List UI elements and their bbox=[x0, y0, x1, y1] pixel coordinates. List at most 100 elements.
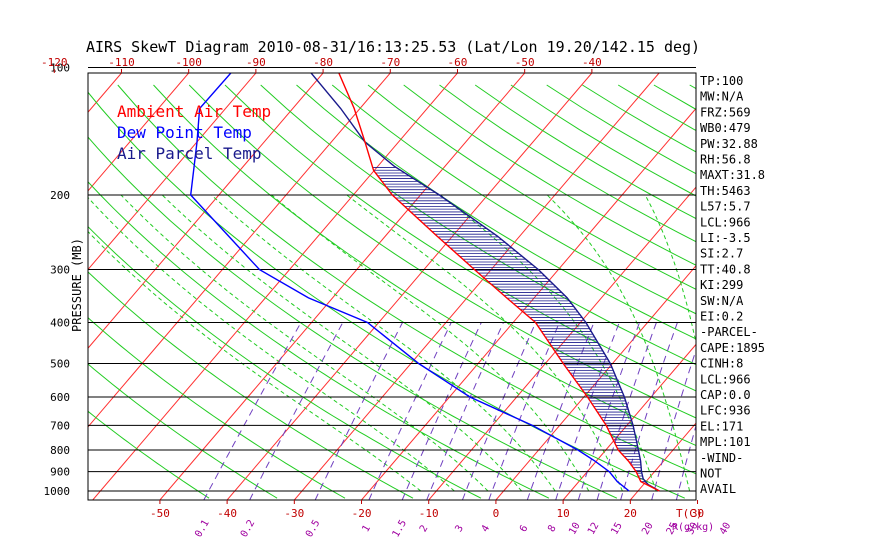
isotherm-line bbox=[0, 73, 54, 500]
bottom-temp-tick-label: 20 bbox=[624, 507, 637, 520]
top-temp-tick-label: -80 bbox=[313, 56, 333, 69]
pressure-tick-label: 500 bbox=[50, 358, 70, 371]
index-line: FRZ:569 bbox=[700, 105, 751, 119]
index-line: TH:5463 bbox=[700, 184, 751, 198]
mixing-ratio-label: 15 bbox=[609, 521, 625, 537]
profile-series bbox=[189, 73, 660, 492]
mixing-ratio-line bbox=[488, 322, 560, 500]
dry-adiabat-line bbox=[331, 84, 696, 315]
pressure-tick-label: 800 bbox=[50, 444, 70, 457]
bottom-temp-tick-label: 10 bbox=[556, 507, 569, 520]
isotherm-line bbox=[428, 186, 696, 500]
isotherm-line bbox=[88, 73, 190, 192]
index-line: CAP:0.0 bbox=[700, 388, 751, 402]
index-line: SI:2.7 bbox=[700, 247, 743, 261]
isotherm-line bbox=[88, 73, 257, 271]
mixing-ratio-line bbox=[526, 322, 595, 500]
moist-adiabat-line bbox=[783, 195, 791, 491]
moist-adiabat-line bbox=[120, 194, 489, 492]
mixing-ratio-label: 6 bbox=[518, 523, 531, 534]
top-temp-tick-label: -70 bbox=[380, 56, 400, 69]
pressure-tick-label: 300 bbox=[50, 264, 70, 277]
isotherm-line bbox=[832, 73, 870, 500]
bottom-temp-tick-label: -40 bbox=[217, 507, 237, 520]
top-temp-tick-label: -60 bbox=[448, 56, 468, 69]
dry-adiabat-line bbox=[88, 181, 550, 499]
isotherm-line bbox=[495, 265, 696, 500]
mixing-ratio-line bbox=[368, 322, 452, 500]
pressure-tick-label: 600 bbox=[50, 391, 70, 404]
top-temp-tick-label: -110 bbox=[108, 56, 135, 69]
mixing-ratio-line bbox=[461, 322, 537, 500]
legend-item: Air Parcel Temp bbox=[117, 144, 262, 163]
dry-adiabat-line bbox=[296, 84, 696, 340]
plot-frame bbox=[87, 72, 697, 501]
bottom-temp-tick-label: 30 bbox=[691, 507, 704, 520]
cape-hatching bbox=[372, 167, 646, 482]
mixing-ratio-unit-label: R(g/kg) bbox=[672, 522, 714, 533]
pressure-tick-label: 100 bbox=[50, 62, 70, 75]
index-line: AVAIL bbox=[700, 482, 736, 496]
index-line: CAPE:1895 bbox=[700, 341, 765, 355]
dry-adiabat-line bbox=[88, 363, 278, 499]
index-line: TT:40.8 bbox=[700, 262, 751, 276]
mixing-ratio-label: 10 bbox=[567, 521, 583, 537]
mixing-ratio-label: 4 bbox=[480, 523, 493, 534]
index-line: LFC:936 bbox=[700, 404, 751, 418]
index-line: KI:299 bbox=[700, 278, 743, 292]
pressure-tick-label: 1000 bbox=[44, 485, 71, 498]
dry-adiabat-line bbox=[403, 84, 696, 266]
top-temp-tick-label: -50 bbox=[515, 56, 535, 69]
dry-adiabat-line bbox=[88, 91, 686, 499]
bottom-temp-tick-label: -10 bbox=[419, 507, 439, 520]
dry-adiabat-line bbox=[88, 136, 618, 499]
mixing-ratio-label: 0.2 bbox=[239, 518, 258, 539]
moist-adiabat-line bbox=[88, 196, 455, 492]
index-line: RH:56.8 bbox=[700, 153, 751, 167]
index-line: WB0:479 bbox=[700, 121, 751, 135]
dry-adiabat-line bbox=[188, 84, 696, 419]
mixing-ratio-label: 40 bbox=[718, 521, 734, 537]
index-line: -WIND- bbox=[700, 451, 743, 465]
index-line: MAXT:31.8 bbox=[700, 168, 765, 182]
index-line: LCL:966 bbox=[700, 215, 751, 229]
bottom-temp-tick-label: -30 bbox=[284, 507, 304, 520]
index-line: L57:5.7 bbox=[700, 200, 751, 214]
mixing-ratio-line bbox=[401, 322, 482, 500]
dry-adiabat-line bbox=[88, 271, 414, 499]
mixing-ratio-label: 20 bbox=[640, 521, 656, 537]
index-line: EI:0.2 bbox=[700, 310, 743, 324]
dry-adiabat-line bbox=[88, 316, 346, 499]
dry-adiabat-line bbox=[474, 84, 696, 220]
air-parcel-temp-line bbox=[310, 73, 660, 492]
mixing-ratio-label: 8 bbox=[546, 523, 559, 534]
y-axis-label: PRESSURE (MB) bbox=[70, 238, 84, 332]
dry-adiabat-line bbox=[88, 410, 210, 499]
index-line: CINH:8 bbox=[700, 357, 743, 371]
mixing-ratio-label: 30 bbox=[685, 521, 701, 537]
legend-item: Ambient Air Temp bbox=[117, 102, 271, 121]
dry-adiabat-line bbox=[510, 84, 696, 197]
dry-adiabat-line bbox=[367, 84, 696, 290]
mixing-ratio-label: 0.1 bbox=[193, 518, 212, 539]
mixing-ratio-line bbox=[203, 322, 302, 500]
dry-adiabat-line bbox=[224, 84, 696, 392]
mixing-ratio-label: 3 bbox=[453, 523, 466, 534]
isotherm-line bbox=[88, 73, 324, 349]
pressure-tick-label: 700 bbox=[50, 419, 70, 432]
bottom-temp-tick-label: 0 bbox=[493, 507, 500, 520]
mixing-ratio-label: 1.5 bbox=[391, 518, 410, 539]
pressure-tick-label: 200 bbox=[50, 189, 70, 202]
top-temp-tick-label: -90 bbox=[246, 56, 266, 69]
pressure-tick-label: 400 bbox=[50, 316, 70, 329]
top-temp-tick-label: -40 bbox=[582, 56, 602, 69]
ambient-air-temp-line bbox=[338, 73, 660, 492]
bottom-temp-tick-label: -50 bbox=[150, 507, 170, 520]
mixing-ratio-line bbox=[249, 322, 344, 500]
x-axis-label: T(C) bbox=[676, 507, 703, 520]
legend-item: Dew Point Temp bbox=[117, 123, 252, 142]
pressure-tick-label: 900 bbox=[50, 466, 70, 479]
bottom-temp-tick-label: -20 bbox=[352, 507, 372, 520]
moist-adiabat-line bbox=[271, 194, 590, 492]
